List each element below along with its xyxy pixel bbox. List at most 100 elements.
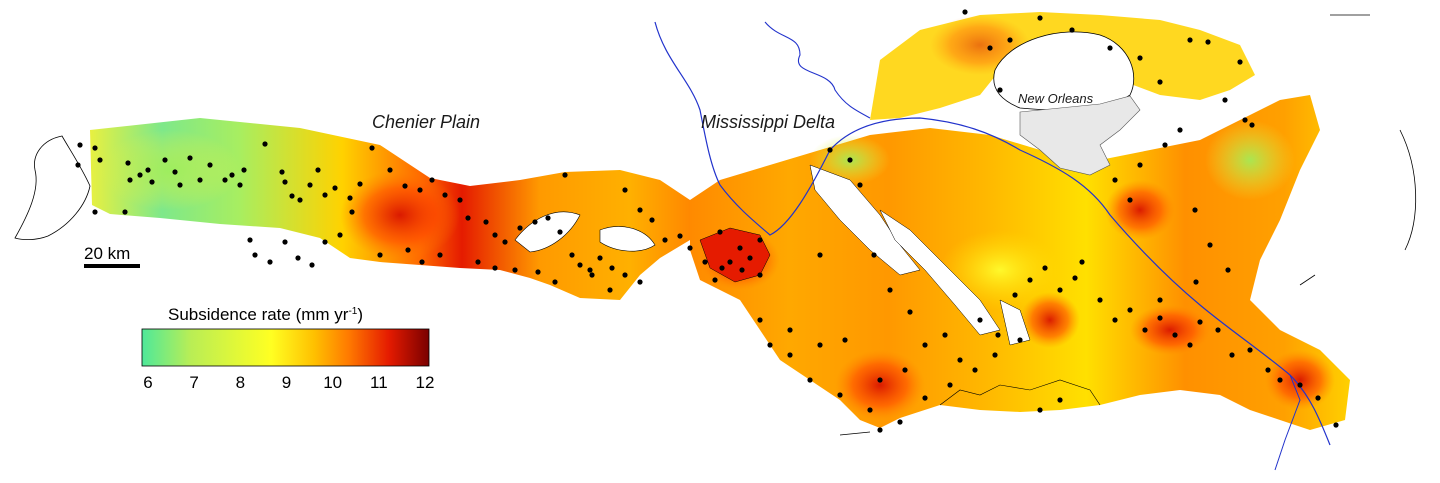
sample-point-dot bbox=[712, 277, 718, 283]
sample-point-dot bbox=[535, 269, 541, 275]
sample-point-dot bbox=[1187, 342, 1193, 348]
sample-point-dot bbox=[517, 225, 523, 231]
sample-point-dot bbox=[1107, 45, 1113, 51]
sample-point-dot bbox=[512, 267, 518, 273]
mississippi-delta-label: Mississippi Delta bbox=[701, 112, 835, 132]
sample-point-dot bbox=[662, 237, 668, 243]
sample-point-dot bbox=[282, 239, 288, 245]
new-orleans-label: New Orleans bbox=[1018, 91, 1094, 106]
sample-point-dot bbox=[1057, 287, 1063, 293]
sample-point-dot bbox=[847, 157, 853, 163]
sample-point-dot bbox=[1012, 292, 1018, 298]
sample-point-dot bbox=[162, 157, 168, 163]
sample-point-dot bbox=[1027, 277, 1033, 283]
sample-point-dot bbox=[1249, 122, 1255, 128]
sample-point-dot bbox=[1142, 327, 1148, 333]
sample-point-dot bbox=[347, 195, 353, 201]
delta-channel bbox=[699, 227, 771, 283]
sample-point-dot bbox=[492, 232, 498, 238]
sample-point-dot bbox=[222, 177, 228, 183]
sample-point-dot bbox=[75, 162, 81, 168]
sample-point-dot bbox=[465, 215, 471, 221]
sample-point-dot bbox=[609, 265, 615, 271]
sample-point-dot bbox=[145, 167, 151, 173]
sample-point-dot bbox=[987, 45, 993, 51]
sample-point-dot bbox=[637, 207, 643, 213]
sample-point-dot bbox=[787, 352, 793, 358]
mississippi-river bbox=[654, 21, 1331, 446]
sample-point-dot bbox=[747, 255, 753, 261]
sample-point-dot bbox=[1162, 142, 1168, 148]
sample-point-dot bbox=[757, 237, 763, 243]
sample-point-dot bbox=[545, 215, 551, 221]
sample-point-dot bbox=[977, 317, 983, 323]
sample-point-dot bbox=[787, 327, 793, 333]
sample-point-dot bbox=[871, 252, 877, 258]
sample-point-dot bbox=[77, 142, 83, 148]
sample-point-dot bbox=[419, 259, 425, 265]
sample-point-dot bbox=[719, 265, 725, 271]
sample-point-dot bbox=[1215, 327, 1221, 333]
sample-point-dot bbox=[1007, 37, 1013, 43]
sample-point-dot bbox=[922, 342, 928, 348]
sample-point-dot bbox=[532, 219, 538, 225]
sample-point-dot bbox=[1127, 197, 1133, 203]
sample-point-dot bbox=[337, 232, 343, 238]
sample-point-dot bbox=[1157, 315, 1163, 321]
sample-point-dot bbox=[1242, 117, 1248, 123]
sample-point-dot bbox=[315, 167, 321, 173]
lake-white bbox=[514, 211, 581, 253]
sample-point-dot bbox=[622, 272, 628, 278]
sample-point-dot bbox=[122, 209, 128, 215]
sample-point-dot bbox=[207, 162, 213, 168]
sample-point-dot bbox=[457, 197, 463, 203]
legend-tick-label: 12 bbox=[416, 373, 435, 392]
sample-point-dot bbox=[1229, 352, 1235, 358]
legend-tick-label: 10 bbox=[323, 373, 342, 392]
sample-point-dot bbox=[1157, 79, 1163, 85]
sample-point-dot bbox=[687, 245, 693, 251]
sample-point-dot bbox=[1265, 367, 1271, 373]
sample-point-dot bbox=[92, 209, 98, 215]
barrier-island bbox=[839, 431, 871, 436]
sample-point-dot bbox=[957, 357, 963, 363]
sample-point-dot bbox=[252, 252, 258, 258]
sample-point-dot bbox=[587, 267, 593, 273]
sample-point-dot bbox=[1037, 407, 1043, 413]
sample-point-dot bbox=[922, 395, 928, 401]
sample-point-dot bbox=[962, 9, 968, 15]
sample-point-dot bbox=[97, 157, 103, 163]
sample-point-dot bbox=[502, 239, 508, 245]
scale-bar bbox=[84, 264, 140, 268]
west-coastline bbox=[14, 135, 91, 241]
sample-point-dot bbox=[622, 187, 628, 193]
south-coast-fragment bbox=[939, 379, 1101, 406]
sample-point-dot bbox=[1193, 279, 1199, 285]
sample-point-dot bbox=[1137, 55, 1143, 61]
legend-tick-label: 9 bbox=[282, 373, 291, 392]
sample-point-dot bbox=[757, 272, 763, 278]
legend-colorbar bbox=[141, 328, 430, 367]
sample-point-dot bbox=[1097, 297, 1103, 303]
sample-point-dot bbox=[995, 332, 1001, 338]
sample-point-dot bbox=[127, 177, 133, 183]
sample-point-dot bbox=[149, 179, 155, 185]
legend-ticks: 6 7 8 9 10 11 12 bbox=[143, 373, 434, 392]
sample-point-dot bbox=[1205, 39, 1211, 45]
sample-point-dot bbox=[387, 167, 393, 173]
sample-point-dot bbox=[717, 229, 723, 235]
sample-point-dot bbox=[237, 182, 243, 188]
sample-point-dot bbox=[417, 187, 423, 193]
sample-point-dot bbox=[322, 192, 328, 198]
sample-point-dot bbox=[902, 367, 908, 373]
sample-point-dot bbox=[1333, 422, 1339, 428]
sample-point-dot bbox=[1112, 177, 1118, 183]
sample-point-dot bbox=[442, 192, 448, 198]
sample-point-dot bbox=[309, 262, 315, 268]
sample-point-dot bbox=[289, 193, 295, 199]
sample-point-dot bbox=[577, 262, 583, 268]
sample-point-dot bbox=[125, 160, 131, 166]
sample-point-dot bbox=[1177, 127, 1183, 133]
sample-point-dot bbox=[1069, 27, 1075, 33]
sample-point-dot bbox=[807, 377, 813, 383]
